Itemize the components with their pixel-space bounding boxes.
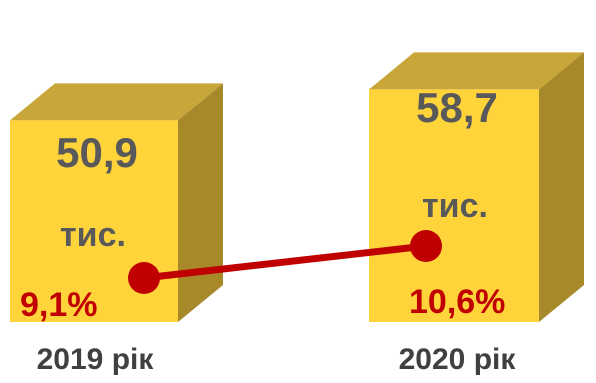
bar-2019-side	[178, 83, 223, 322]
bar-2020-side	[539, 52, 584, 322]
bar-2020	[369, 52, 584, 322]
bar-2019-unit-label: тис.	[60, 216, 126, 254]
bar-2020-front	[369, 89, 539, 322]
bar-2020-top	[369, 52, 584, 90]
percent-label-2020: 10,6%	[409, 283, 505, 321]
percent-point-2020	[410, 230, 442, 262]
percent-series-line	[140, 242, 430, 282]
percent-point-2019	[128, 262, 160, 294]
bar-2020-unit-label: тис.	[422, 187, 488, 225]
bar-2019-value-label: 50,9	[56, 129, 138, 176]
category-label-2019: 2019 рік	[37, 343, 155, 376]
category-label-2020: 2020 рік	[399, 343, 517, 376]
percent-label-2019: 9,1%	[20, 286, 98, 324]
bar-2020-value-label: 58,7	[416, 84, 498, 131]
bar-2019-top	[10, 83, 223, 121]
